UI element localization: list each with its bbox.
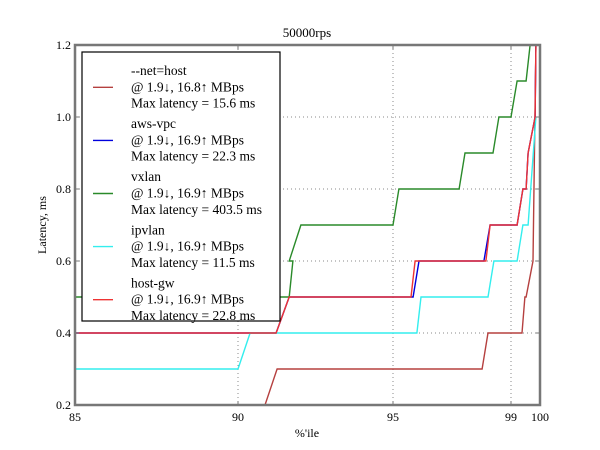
series-line-vxlan	[75, 45, 531, 298]
series-lines	[75, 45, 537, 405]
tick-marks	[74, 44, 541, 406]
legend-label: @ 1.9↓, 16.9↑ MBps	[131, 186, 244, 201]
legend-label: Max latency = 11.5 ms	[131, 255, 255, 270]
legend-label: @ 1.9↓, 16.9↑ MBps	[131, 132, 244, 147]
x-tick-label: 95	[387, 410, 399, 424]
x-axis-label: %'ile	[295, 426, 319, 440]
y-tick-label: 1.0	[56, 110, 71, 124]
y-tick-label: 0.4	[56, 326, 71, 340]
legend-entry: --net=host@ 1.9↓, 16.8↑ MBps Max latency …	[93, 63, 255, 111]
x-tick-label: 100	[531, 410, 549, 424]
legend-label: --net=host	[131, 63, 187, 78]
legend-label: Max latency = 22.8 ms	[131, 308, 255, 323]
series-line-net-host	[264, 45, 537, 405]
chart-title: 50000rps	[283, 25, 331, 40]
y-tick-label: 0.6	[56, 254, 71, 268]
x-tick-label: 90	[232, 410, 244, 424]
legend-label: Max latency = 15.6 ms	[131, 96, 255, 111]
legend-label: Max latency = 403.5 ms	[131, 202, 262, 217]
legend-label: @ 1.9↓, 16.9↑ MBps	[131, 239, 244, 254]
legend-box	[81, 51, 281, 322]
x-tick-label: 99	[505, 410, 517, 424]
y-tick-labels: 0.2 0.4 0.6 0.8 1.0 1.2	[56, 38, 71, 412]
legend-label: host-gw	[131, 275, 175, 290]
legend-label: @ 1.9↓, 16.9↑ MBps	[131, 292, 244, 307]
legend-label: ipvlan	[131, 222, 165, 237]
legend-label: aws-vpc	[131, 116, 176, 131]
y-tick-label: 0.8	[56, 182, 71, 196]
legend-label: vxlan	[131, 169, 161, 184]
legend: --net=host@ 1.9↓, 16.8↑ MBps Max latency …	[81, 51, 281, 323]
series-line-host-gw	[75, 45, 537, 334]
series-line-ipvlan	[75, 116, 537, 370]
x-tick-label: 85	[69, 410, 81, 424]
y-tick-label: 1.2	[56, 38, 71, 52]
legend-label: @ 1.9↓, 16.8↑ MBps	[131, 79, 244, 94]
y-tick-label: 0.2	[56, 398, 71, 412]
y-axis-label: Latency, ms	[35, 196, 49, 254]
legend-label: Max latency = 22.3 ms	[131, 149, 255, 164]
x-tick-labels: 85 90 95 99 100	[69, 410, 549, 424]
plot-frame	[73, 43, 542, 407]
legend-entry: aws-vpc@ 1.9↓, 16.9↑ MBps Max latency = 2…	[93, 116, 255, 164]
